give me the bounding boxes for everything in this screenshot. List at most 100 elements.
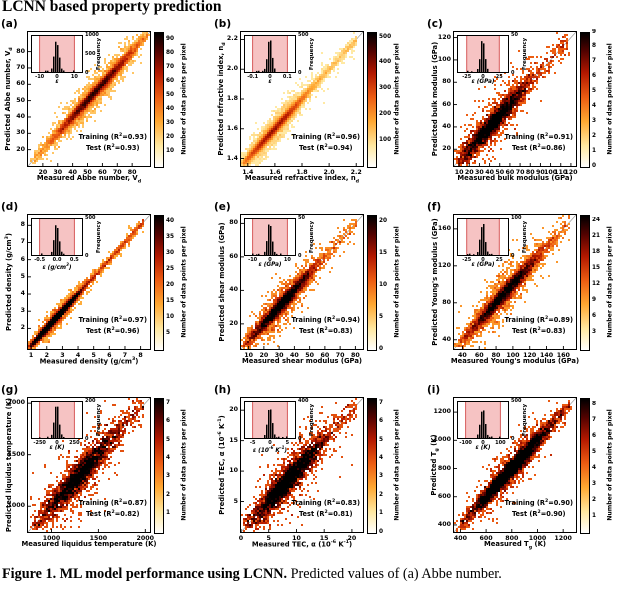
plot-panel: (c) Predicted bulk modulus (GPa) Frequen… <box>426 17 639 200</box>
inset-frequency-label: Frequency <box>522 37 528 71</box>
y-tick-label: 1.6 <box>226 124 238 132</box>
y-tick-label: 20 <box>16 145 25 153</box>
x-tick-label: 20 <box>38 169 48 176</box>
colorbar-tick-label: 200 <box>379 110 392 117</box>
y-tick-label: 2.0 <box>226 65 238 73</box>
x-tick-label: 80 <box>525 169 535 176</box>
y-tick-label: 70 <box>16 63 25 71</box>
x-tick-label: 120 <box>523 352 537 359</box>
inset-x-tick-label: 25 <box>495 74 503 80</box>
error-histogram-inset <box>31 35 83 73</box>
colorbar-tick-label: 40 <box>166 217 175 224</box>
colorbar-tick-label: 6 <box>592 313 597 320</box>
x-tick-label: 160 <box>556 352 570 359</box>
colorbar-tick-label: 5 <box>166 329 171 336</box>
colorbar-tick-label: 6 <box>379 418 384 425</box>
inset-y-tick-label: 400 <box>298 398 309 404</box>
x-tick-label: 30 <box>53 169 63 176</box>
inset-histogram-canvas <box>244 218 296 256</box>
error-histogram-inset <box>457 401 509 439</box>
colorbar-tick-label: 3 <box>166 473 171 480</box>
x-tick-label: 40 <box>485 169 494 176</box>
colorbar-tick-label: 21 <box>592 232 601 239</box>
colorbar-tick-label: 6 <box>592 73 597 80</box>
x-tick-label: 2.2 <box>350 169 362 176</box>
inset-x-tick-label: -250 <box>33 440 46 446</box>
y-tick-label: 1.4 <box>226 154 238 162</box>
colorbar-tick-label: 50 <box>166 91 175 98</box>
inset-histogram-canvas <box>244 35 296 73</box>
inset-x-tick-label: -5 <box>249 440 256 446</box>
error-histogram-inset <box>244 401 296 439</box>
test-r2-text: Test (R2=0.83) <box>511 326 566 335</box>
x-tick-label: 1200 <box>554 535 572 542</box>
colorbar-tick-label: 5 <box>592 448 597 455</box>
x-axis-label: Measured bulk modulus (GPa) <box>457 174 573 182</box>
y-tick-label: 120 <box>437 33 451 41</box>
colorbar-tick-label: 10 <box>379 281 388 288</box>
x-tick-label: 1000 <box>528 535 547 542</box>
x-tick-label: 80 <box>491 352 501 359</box>
colorbar-tick-label: 35 <box>166 233 175 240</box>
plot-panel: (f) Predicted Young's modulus (GPa) Freq… <box>426 200 639 383</box>
plot-area: Frequency ε (10-6 K-1) Training (R2=0.83… <box>240 397 364 533</box>
colorbar <box>367 215 377 351</box>
x-tick-label: 10 <box>244 352 254 359</box>
colorbar-tick-label: 30 <box>166 249 175 256</box>
colorbar-tick-label: 500 <box>379 33 392 40</box>
panel-letter: (g) <box>1 384 19 396</box>
x-tick-label: 10 <box>454 169 464 176</box>
inset-x-tick-label: 25 <box>495 257 503 263</box>
colorbar-tick-label: 70 <box>166 63 175 70</box>
y-tick-label: 5 <box>20 272 25 280</box>
error-histogram-inset <box>457 35 509 73</box>
colorbar-label: Number of data points per pixel <box>393 409 401 521</box>
panel-letter: (c) <box>427 18 443 30</box>
error-histogram-inset <box>244 35 296 73</box>
inset-x-tick-label: 0 <box>268 257 272 263</box>
plot-area: Frequency ε (K) Training (R2=0.90) Test … <box>453 397 577 533</box>
y-axis-label: Predicted density (g/cm3) <box>4 233 14 331</box>
y-tick-label: 160 <box>437 224 451 232</box>
colorbar-label: Number of data points per pixel <box>393 43 401 155</box>
y-tick-label: 10 <box>229 467 238 475</box>
y-tick-label: 40 <box>442 335 451 343</box>
x-axis-label: Measured shear modulus (GPa) <box>241 357 363 365</box>
caption-text: Predicted values of (a) Abbe number. <box>287 566 502 582</box>
x-tick-label: 100 <box>544 169 558 176</box>
colorbar-tick-label: 60 <box>166 77 175 84</box>
inset-histogram-canvas <box>31 35 83 73</box>
inset-y-tick-label: 100 <box>511 215 522 221</box>
x-tick-label: 20 <box>259 352 269 359</box>
inset-y-tick-label: 500 <box>298 32 309 38</box>
colorbar-tick-label: 7 <box>379 400 384 406</box>
y-tick-label: 60 <box>229 252 238 260</box>
y-tick-label: 20 <box>442 145 451 153</box>
colorbar-tick-label: 3 <box>592 329 597 336</box>
r2-annotation: Training (R2=0.90) Test (R2=0.90) <box>504 498 573 519</box>
plot-panel: (e) Predicted shear modulus (GPa) Freque… <box>213 200 426 383</box>
colorbar-tick-label: 4 <box>592 102 597 109</box>
y-tick-label: 1200 <box>433 408 451 416</box>
training-r2-text: Training (R2=0.90) <box>504 499 573 508</box>
inset-x-tick-label: 5 <box>285 440 290 446</box>
x-tick-label: 2000 <box>136 535 155 542</box>
x-axis-label: Measured liquidus temperature (K) <box>21 540 157 548</box>
x-tick-label: 110 <box>554 169 568 176</box>
y-tick-label: 2.2 <box>226 35 238 43</box>
plot-area: Frequency ε (K) Training (R2=0.87) Test … <box>27 397 151 533</box>
y-tick-label: 20 <box>229 406 238 414</box>
y-tick-label: 800 <box>437 464 451 472</box>
x-tick-label: 20 <box>347 535 357 542</box>
x-tick-label: 70 <box>515 169 525 176</box>
r2-annotation: Training (R2=0.87) Test (R2=0.82) <box>78 498 147 519</box>
y-tick-label: 5 <box>233 497 238 505</box>
y-tick-label: 2 <box>20 324 25 332</box>
plot-area: Frequency ε Training (R2=0.96) Test (R2=… <box>240 31 364 167</box>
inset-frequency-label: Frequency <box>96 403 102 437</box>
plot-area: Frequency ε Training (R2=0.93) Test (R2=… <box>27 31 151 167</box>
colorbar-tick-label: 15 <box>592 265 601 272</box>
x-tick-label: 1000 <box>42 535 61 542</box>
x-tick-label: 60 <box>474 352 484 359</box>
colorbar-tick-label: 40 <box>166 106 175 113</box>
